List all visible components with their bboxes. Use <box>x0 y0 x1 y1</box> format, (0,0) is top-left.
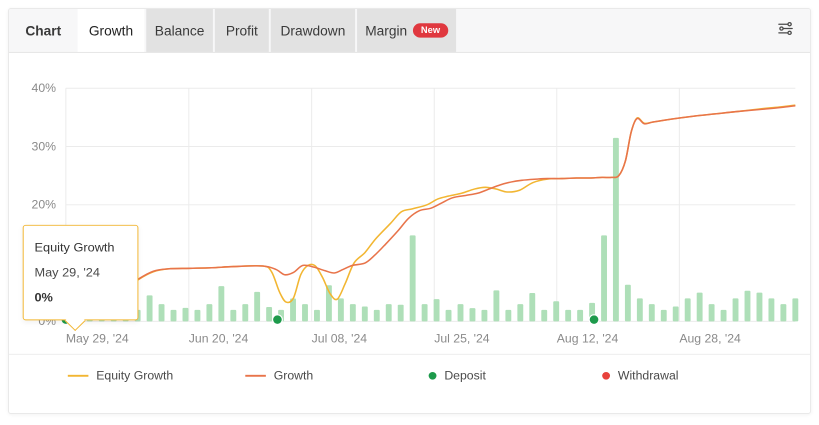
svg-text:Jun 20, '24: Jun 20, '24 <box>189 331 249 345</box>
svg-text:Jul 08, '24: Jul 08, '24 <box>312 331 368 345</box>
svg-text:20%: 20% <box>32 198 57 212</box>
svg-text:Jul 25, '24: Jul 25, '24 <box>434 331 490 345</box>
svg-text:Aug 12, '24: Aug 12, '24 <box>557 331 619 345</box>
svg-text:Aug 28, '24: Aug 28, '24 <box>679 331 741 345</box>
svg-text:40%: 40% <box>32 81 57 95</box>
svg-text:May 29, '24: May 29, '24 <box>66 331 129 345</box>
svg-text:30%: 30% <box>32 139 57 153</box>
